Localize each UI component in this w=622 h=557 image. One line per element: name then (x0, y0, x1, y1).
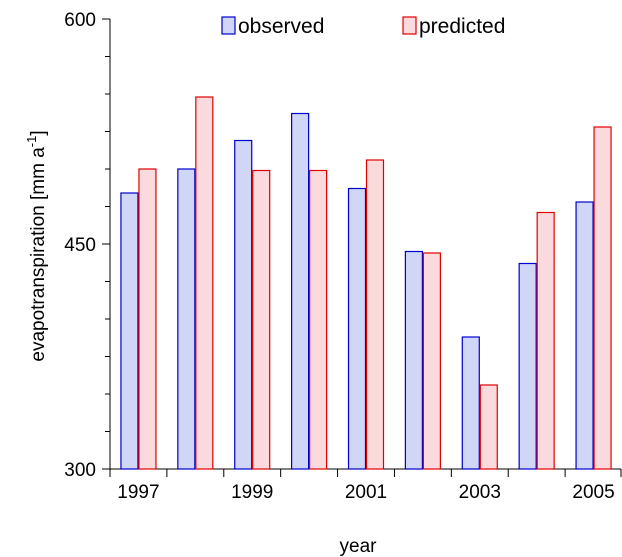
bar-observed-2002 (404, 250, 423, 470)
bar-predicted-2003 (479, 384, 498, 470)
bar-predicted-1997 (138, 168, 157, 470)
bar-predicted-2004 (536, 211, 555, 470)
x-tick-label: 1999 (231, 482, 273, 503)
x-axis-title: year (340, 536, 378, 557)
x-tick-label: 1997 (117, 482, 159, 503)
bar-observed-2005 (575, 201, 594, 470)
bar-observed-1997 (120, 192, 139, 470)
y-tick-label: 300 (64, 460, 96, 481)
bar-observed-1998 (177, 168, 196, 470)
y-tick-label: 450 (64, 235, 96, 256)
x-tick-label: 2001 (345, 482, 387, 503)
legend: observed predicted (221, 15, 505, 38)
bar-observed-2004 (518, 262, 537, 470)
bar-predicted-2005 (593, 126, 612, 470)
legend-swatch-predicted (402, 16, 417, 35)
bar-observed-2001 (347, 187, 367, 470)
x-tick-label: 2003 (459, 482, 501, 503)
y-axis-title: evapotranspiration [mm a-1] (24, 130, 49, 361)
bar-predicted-1999 (252, 169, 271, 470)
y-axis-title-superscript: -1 (24, 136, 39, 148)
x-axis: 1997 1999 2001 2003 2005 (109, 468, 622, 503)
y-axis: 300 450 600 (64, 10, 111, 481)
legend-label-observed: observed (238, 15, 324, 38)
bar-observed-1999 (234, 139, 253, 470)
y-axis-title-end: ] (28, 130, 49, 135)
bar-observed-2003 (461, 336, 480, 470)
legend-swatch-observed (221, 16, 236, 35)
y-axis-title-main: evapotranspiration [mm a (28, 147, 49, 362)
x-tick-label: 2005 (572, 482, 614, 503)
bar-predicted-2000 (309, 169, 328, 470)
bar-predicted-2002 (422, 252, 441, 470)
y-tick-label: 600 (64, 10, 96, 31)
legend-label-predicted: predicted (419, 15, 505, 38)
bar-predicted-1998 (195, 96, 214, 470)
bar-observed-2000 (291, 112, 310, 470)
bar-predicted-2001 (365, 159, 385, 470)
bars (120, 96, 612, 470)
